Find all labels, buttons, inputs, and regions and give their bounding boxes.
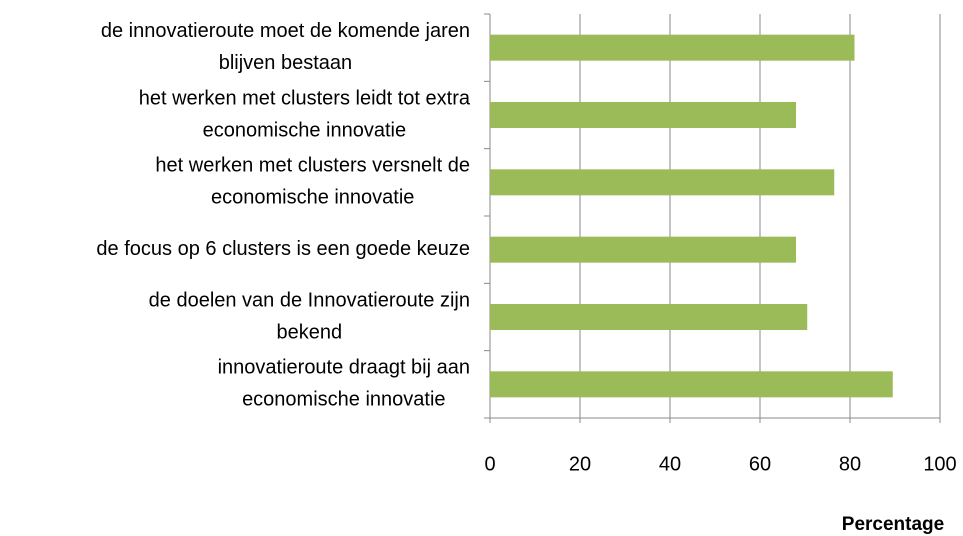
x-axis-label: Percentage — [842, 514, 944, 535]
x-tick-label: 20 — [569, 453, 591, 475]
y-tick-label: economische innovatie — [211, 187, 414, 209]
bar — [490, 371, 893, 398]
x-tick-label: 40 — [659, 453, 681, 475]
bar — [490, 34, 855, 61]
bar — [490, 102, 796, 128]
y-tick-label: de innovatieroute moet de komende jaren — [101, 20, 470, 42]
x-tick-label: 0 — [484, 453, 495, 475]
x-tick-label: 60 — [749, 453, 771, 475]
y-tick-label: innovatieroute draagt bij aan — [218, 357, 470, 379]
x-tick-label: 80 — [839, 453, 861, 475]
bar — [490, 304, 808, 330]
bar — [490, 169, 835, 196]
y-tick-label: bekend — [277, 321, 343, 343]
y-tick-label: het werken met clusters leidt tot extra — [139, 87, 471, 109]
y-tick-label: het werken met clusters versnelt de — [155, 155, 470, 177]
y-tick-label: economische innovatie — [203, 119, 406, 141]
y-tick-label: economische innovatie — [242, 389, 445, 411]
bar — [490, 236, 796, 263]
y-tick-label: de focus op 6 clusters is een goede keuz… — [96, 238, 470, 260]
y-tick-label: de doelen van de Innovatieroute zijn — [149, 289, 470, 311]
y-tick-label: blijven bestaan — [219, 52, 352, 74]
x-tick-label: 100 — [923, 453, 956, 475]
